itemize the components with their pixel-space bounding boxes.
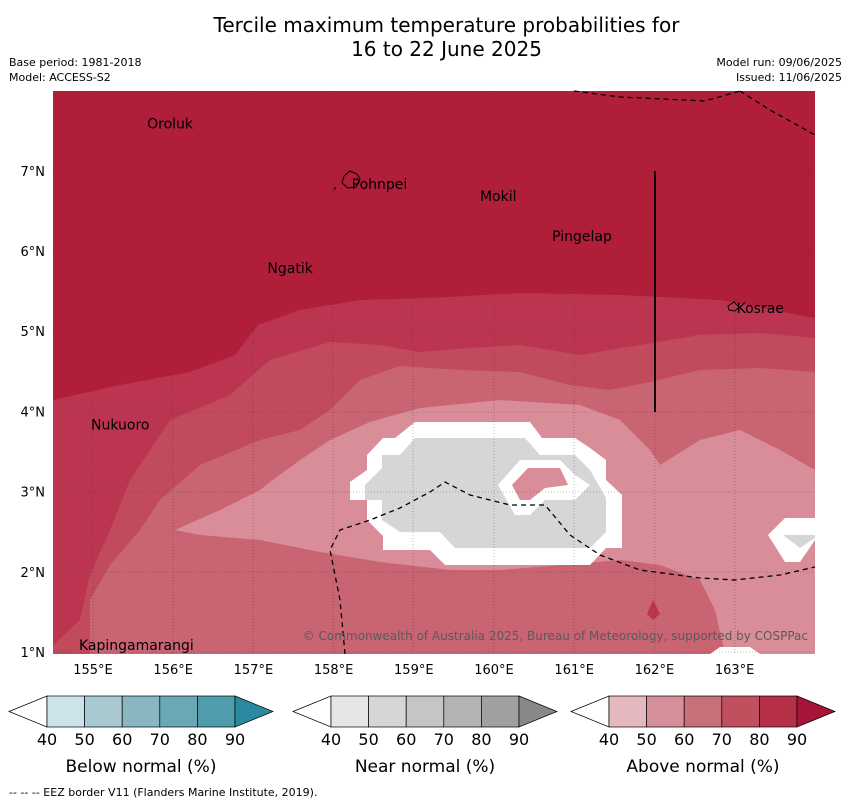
lon-tick-label: 155°E: [73, 663, 113, 678]
band-above-70-80-spot: [647, 600, 660, 620]
lon-tick-label: 163°E: [715, 663, 755, 678]
lon-tick-label: 158°E: [314, 663, 354, 678]
colorbar-tick-label: 60: [112, 730, 132, 749]
lon-tick-label: 157°E: [234, 663, 274, 678]
meta-right: Model run: 09/06/2025 Issued: 11/06/2025: [716, 55, 842, 85]
colorbar-tick-label: 50: [358, 730, 378, 749]
place-label-nukuoro: Nukuoro: [91, 417, 149, 433]
colorbar-tick-label: 80: [471, 730, 491, 749]
colorbar-segment: [197, 695, 236, 728]
place-label-kapingamarangi: Kapingamarangi: [79, 638, 194, 654]
colorbar-below: 40 50 60 70 80 90 Below normal (%): [8, 695, 274, 777]
band-above-in-ring: [512, 468, 568, 500]
colorbar-segment: [721, 695, 760, 728]
lat-tick-label: 1°N: [21, 646, 46, 661]
lat-tick-label: 4°N: [21, 405, 46, 420]
colorbar-extend-low: [8, 695, 48, 728]
colorbar-extend-high: [234, 695, 274, 728]
colorbar-tick-label: 60: [674, 730, 694, 749]
lat-tick-label: 2°N: [21, 566, 46, 581]
colorbar-tick-label: 40: [321, 730, 341, 749]
colorbar-near: 40 50 60 70 80 90 Near normal (%): [292, 695, 558, 777]
colorbar-above: 40 50 60 70 80 90 Above normal (%): [570, 695, 836, 777]
model-name: Model: ACCESS-S2: [9, 71, 111, 84]
colorbar-tick-label: 90: [225, 730, 245, 749]
colorbar-segment: [481, 695, 520, 728]
place-label-mokil: Mokil: [480, 189, 517, 205]
colorbar-segment: [608, 695, 647, 728]
title-line-1: Tercile maximum temperature probabilitie…: [213, 13, 680, 37]
place-label-kosrae: Kosrae: [737, 301, 784, 317]
colorbar-extend-high: [518, 695, 558, 728]
colorbar-extend-high: [796, 695, 836, 728]
issued-date: Issued: 11/06/2025: [735, 71, 842, 84]
band-near-east-inner: [783, 535, 815, 548]
model-run: Model run: 09/06/2025: [716, 56, 842, 69]
place-label-pingelap: Pingelap: [552, 229, 612, 245]
colorbar-segment: [759, 695, 798, 728]
colorbar-tick-label: 90: [787, 730, 807, 749]
map-title: Tercile maximum temperature probabilitie…: [0, 13, 850, 61]
lon-tick-label: 161°E: [554, 663, 594, 678]
band-above-50-60-inner: [170, 572, 225, 590]
longitude-tick-labels: 155°E 156°E 157°E 158°E 159°E 160°E 161°E 162°E…: [73, 663, 754, 678]
lon-tick-label: 160°E: [474, 663, 514, 678]
kosrae-island-icon: [727, 301, 740, 312]
colorbar-tick-label: 40: [37, 730, 57, 749]
colorbar-extend-low: [570, 695, 610, 728]
colorbar-tick-label: 40: [599, 730, 619, 749]
colorbars: 40 50 60 70 80 90 Below normal (%) 40 50 60 70 80 90…: [8, 695, 836, 777]
colorbar-segment: [646, 695, 685, 728]
title-line-2: 16 to 22 June 2025: [351, 37, 542, 61]
eez-border: [329, 90, 816, 655]
latitude-tick-labels: 1°N 2°N 3°N 4°N 5°N 6°N 7°N: [21, 165, 46, 661]
lat-tick-label: 6°N: [21, 245, 46, 260]
place-label-oroluk: Oroluk: [147, 117, 194, 133]
colorbar-title: Above normal (%): [626, 757, 779, 777]
place-labels: Oroluk Pohnpei Mokil Pingelap Ngatik Kosrae Nu…: [79, 117, 784, 654]
colorbar-title: Below normal (%): [66, 757, 217, 777]
colorbar-segment: [46, 695, 85, 728]
meta-left: Base period: 1981-2018 Model: ACCESS-S2: [9, 55, 141, 85]
colorbar-segment: [368, 695, 407, 728]
colorbar-title: Near normal (%): [355, 757, 495, 777]
colorbar-segment: [443, 695, 482, 728]
lon-tick-label: 162°E: [635, 663, 675, 678]
pohnpei-island-icon: [341, 170, 361, 189]
colorbar-extend-low: [292, 695, 332, 728]
colorbar-segment: [330, 695, 369, 728]
colorbar-tick-label: 70: [434, 730, 454, 749]
colorbar-segment: [121, 695, 161, 728]
colorbar-tick-label: 60: [396, 730, 416, 749]
colorbar-segment: [405, 695, 445, 728]
place-label-ngatik: Ngatik: [267, 261, 313, 277]
colorbar-segment: [683, 695, 723, 728]
colorbar-tick-label: 70: [712, 730, 732, 749]
colorbar-tick-label: 90: [509, 730, 529, 749]
probability-field: [53, 91, 815, 654]
copyright-notice: © Commonwealth of Australia 2025, Bureau…: [303, 629, 808, 643]
lon-tick-label: 156°E: [153, 663, 193, 678]
island-outlines: [333, 170, 740, 312]
colorbar-segment: [84, 695, 123, 728]
colorbar-tick-label: 80: [749, 730, 769, 749]
colorbar-tick-label: 50: [636, 730, 656, 749]
lat-tick-label: 5°N: [21, 325, 46, 340]
lon-tick-label: 159°E: [394, 663, 434, 678]
lat-tick-label: 7°N: [21, 165, 46, 180]
base-period: Base period: 1981-2018: [9, 56, 142, 69]
place-label-pohnpei: Pohnpei: [352, 177, 408, 193]
colorbar-tick-label: 80: [187, 730, 207, 749]
lat-tick-label: 3°N: [21, 486, 46, 501]
colorbar-tick-label: 70: [150, 730, 170, 749]
colorbar-segment: [159, 695, 198, 728]
colorbar-tick-label: 50: [74, 730, 94, 749]
footer-note: -- -- -- EEZ border V11 (Flanders Marine…: [9, 786, 318, 799]
